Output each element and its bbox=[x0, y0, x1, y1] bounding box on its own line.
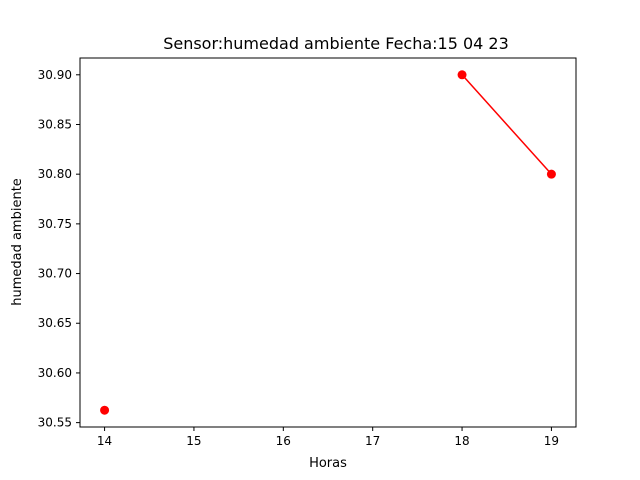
data-point bbox=[100, 405, 110, 415]
y-tick-label: 30.75 bbox=[38, 217, 72, 231]
x-tick-label: 19 bbox=[544, 434, 559, 448]
y-tick-label: 30.80 bbox=[38, 167, 72, 181]
y-tick-label: 30.60 bbox=[38, 366, 72, 380]
y-tick-label: 30.55 bbox=[38, 416, 72, 430]
chart-title: Sensor:humedad ambiente Fecha:15 04 23 bbox=[163, 34, 509, 53]
y-axis-ticks: 30.55 30.60 30.65 30.70 30.75 30.80 30.85 30.90 bbox=[38, 68, 80, 430]
x-tick-label: 15 bbox=[186, 434, 201, 448]
x-axis-ticks: 14 15 16 17 18 19 bbox=[97, 427, 559, 448]
y-axis-label: humedad ambiente bbox=[10, 178, 25, 306]
y-tick-label: 30.90 bbox=[38, 68, 72, 82]
y-tick-label: 30.65 bbox=[38, 316, 72, 330]
y-tick-label: 30.70 bbox=[38, 267, 72, 281]
data-point bbox=[546, 169, 556, 179]
x-tick-label: 18 bbox=[454, 434, 469, 448]
x-tick-label: 14 bbox=[97, 434, 112, 448]
plot-frame bbox=[79, 57, 577, 428]
x-axis-label: Horas bbox=[309, 456, 347, 471]
x-tick-label: 17 bbox=[365, 434, 380, 448]
data-point bbox=[457, 70, 467, 80]
x-tick-label: 16 bbox=[276, 434, 291, 448]
series-line bbox=[461, 74, 552, 175]
plot-data bbox=[100, 70, 556, 415]
y-tick-label: 30.85 bbox=[38, 117, 72, 131]
